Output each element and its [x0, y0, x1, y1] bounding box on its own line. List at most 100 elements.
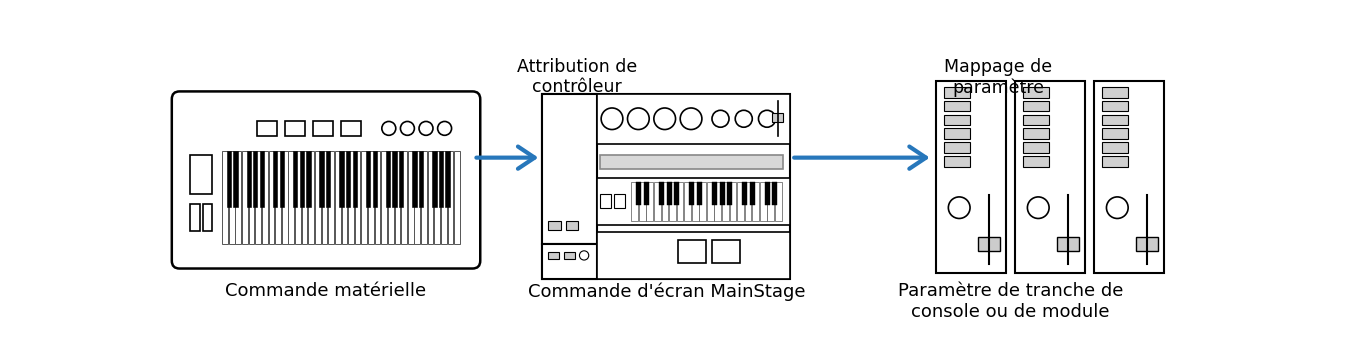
Bar — [236, 151, 241, 244]
Bar — [293, 151, 297, 207]
Bar — [697, 182, 701, 205]
Bar — [542, 94, 597, 244]
Bar — [765, 182, 770, 205]
Bar — [1102, 142, 1128, 153]
Bar — [1023, 115, 1049, 125]
Bar — [321, 151, 327, 244]
Bar — [226, 151, 232, 207]
Bar — [597, 178, 790, 225]
Circle shape — [400, 122, 414, 135]
Bar — [375, 151, 380, 244]
Bar — [1094, 81, 1163, 273]
Bar — [772, 182, 778, 205]
Bar — [614, 194, 625, 208]
Bar — [399, 151, 403, 207]
Bar — [564, 252, 575, 259]
Circle shape — [654, 108, 676, 130]
Bar — [647, 182, 654, 221]
Bar — [441, 151, 447, 244]
Bar — [385, 151, 390, 207]
Bar — [565, 221, 577, 230]
Bar — [340, 121, 361, 136]
Bar — [944, 101, 970, 111]
Bar — [247, 151, 251, 207]
Bar — [1102, 128, 1128, 139]
Bar — [978, 237, 1000, 251]
Bar — [712, 182, 716, 205]
Bar — [542, 244, 597, 278]
Circle shape — [948, 197, 970, 218]
Bar — [432, 151, 436, 207]
Bar — [699, 182, 706, 221]
Bar — [315, 151, 320, 244]
FancyArrowPatch shape — [477, 147, 535, 169]
Bar — [1102, 87, 1128, 98]
Bar — [302, 151, 308, 244]
Bar — [730, 182, 737, 221]
Bar — [421, 151, 426, 244]
Bar — [455, 151, 460, 244]
Bar — [542, 94, 790, 278]
Bar — [944, 128, 970, 139]
Bar — [549, 221, 561, 230]
Bar — [242, 151, 248, 244]
Bar — [601, 194, 612, 208]
Bar — [1102, 115, 1128, 125]
Bar — [775, 182, 782, 221]
Bar — [654, 182, 661, 221]
Text: Paramètre de tranche de
console ou de module: Paramètre de tranche de console ou de mo… — [898, 282, 1124, 321]
Bar — [275, 151, 281, 244]
Bar — [402, 151, 407, 244]
Bar — [1102, 156, 1128, 167]
Bar — [707, 182, 714, 221]
Circle shape — [1106, 197, 1128, 218]
FancyBboxPatch shape — [172, 91, 481, 269]
Bar — [229, 151, 234, 244]
Bar — [636, 182, 642, 205]
Bar — [1023, 101, 1049, 111]
Bar — [722, 182, 729, 221]
Bar — [361, 151, 368, 244]
Bar — [692, 182, 699, 221]
Bar — [684, 182, 691, 221]
Bar — [249, 151, 255, 244]
Bar — [320, 151, 324, 207]
Bar — [601, 155, 783, 169]
Bar — [1057, 237, 1079, 251]
Bar — [434, 151, 440, 244]
Bar — [719, 182, 725, 205]
Bar — [268, 151, 274, 244]
Bar — [1023, 87, 1049, 98]
Bar — [381, 151, 387, 244]
Bar — [689, 182, 695, 205]
Bar — [260, 151, 264, 207]
Bar — [342, 151, 347, 244]
Circle shape — [437, 122, 452, 135]
Bar — [439, 151, 443, 207]
Bar — [346, 151, 350, 207]
Bar — [760, 182, 767, 221]
Bar — [279, 151, 285, 207]
Bar — [354, 151, 361, 244]
Circle shape — [759, 110, 775, 127]
Circle shape — [735, 110, 752, 127]
Bar — [715, 182, 722, 221]
Bar — [366, 151, 370, 207]
Bar — [272, 151, 278, 207]
Bar — [677, 182, 684, 221]
Bar — [300, 151, 304, 207]
Bar — [597, 232, 790, 278]
Bar — [639, 182, 646, 221]
Bar — [339, 151, 343, 207]
Circle shape — [680, 108, 701, 130]
Bar — [308, 151, 315, 244]
Bar — [222, 151, 227, 244]
Bar — [233, 151, 237, 207]
Bar — [191, 204, 200, 231]
Circle shape — [1027, 197, 1049, 218]
Bar — [306, 151, 311, 207]
Bar — [549, 252, 560, 259]
Bar — [191, 155, 212, 194]
Bar — [368, 151, 373, 244]
Bar — [1015, 81, 1084, 273]
